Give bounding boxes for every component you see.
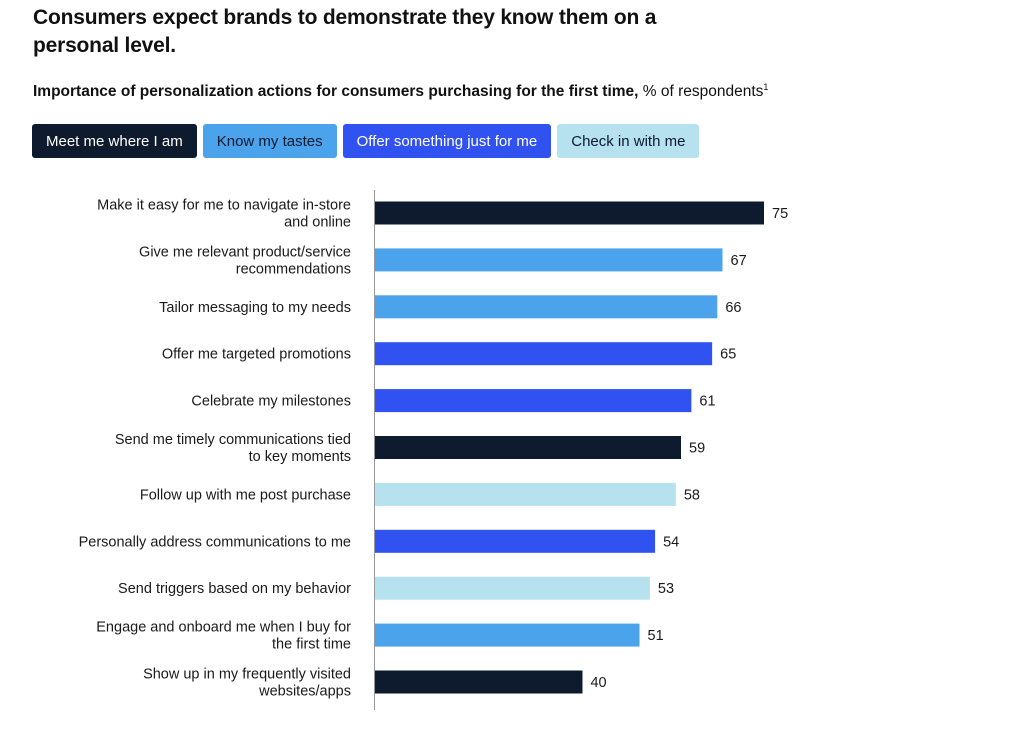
legend-button-meet-me-where-i-am[interactable]: Meet me where I am xyxy=(32,124,197,158)
legend-button-check-in-with-me[interactable]: Check in with me xyxy=(557,124,700,158)
category-label: Engage and onboard me when I buy for xyxy=(96,620,351,636)
legend-button-know-my-tastes[interactable]: Know my tastes xyxy=(202,124,337,158)
category-label: and online xyxy=(284,215,351,231)
category-label: websites/apps xyxy=(258,684,351,700)
category-label: Celebrate my milestones xyxy=(191,394,351,410)
category-label: Send triggers based on my behavior xyxy=(118,581,351,597)
bar xyxy=(375,389,692,413)
bar xyxy=(375,248,723,272)
legend-filter-buttons: Meet me where I am Know my tastes Offer … xyxy=(32,124,705,158)
category-label: the first time xyxy=(272,637,351,653)
subtitle-unit: % of respondents xyxy=(638,83,764,101)
category-label: recommendations xyxy=(236,261,351,277)
bar xyxy=(375,342,713,366)
chart-subtitle: Importance of personalization actions fo… xyxy=(33,77,933,102)
data-label: 51 xyxy=(648,628,664,644)
data-label: 54 xyxy=(663,534,679,550)
bar xyxy=(375,529,656,553)
category-label: Show up in my frequently visited xyxy=(143,667,351,683)
category-label: Tailor messaging to my needs xyxy=(159,300,351,316)
data-label: 65 xyxy=(720,347,736,363)
data-label: 53 xyxy=(658,581,674,597)
category-label: Offer me targeted promotions xyxy=(162,347,351,363)
subtitle-bold: Importance of personalization actions fo… xyxy=(33,83,639,101)
footnote-marker: 1 xyxy=(763,82,769,92)
bar xyxy=(375,623,640,647)
bar xyxy=(375,436,682,459)
data-label: 61 xyxy=(699,394,715,410)
category-label: Personally address communications to me xyxy=(79,534,351,550)
bar xyxy=(375,576,650,600)
category-label: Follow up with me post purchase xyxy=(140,487,351,503)
category-label: to key moments xyxy=(249,449,351,465)
bar xyxy=(375,482,676,506)
data-label: 59 xyxy=(689,441,705,457)
data-label: 66 xyxy=(725,300,741,316)
bar xyxy=(375,670,583,694)
legend-button-offer-something-just-for-me[interactable]: Offer something just for me xyxy=(342,124,552,158)
bar xyxy=(375,201,764,225)
data-label: 75 xyxy=(772,206,788,222)
category-label: Give me relevant product/service xyxy=(139,244,351,260)
data-label: 67 xyxy=(731,253,747,269)
category-label: Make it easy for me to navigate in-store xyxy=(97,198,351,214)
data-label: 40 xyxy=(590,675,606,691)
data-label: 58 xyxy=(684,487,700,503)
headline: Consumers expect brands to demonstrate t… xyxy=(33,6,657,57)
bar xyxy=(375,295,718,319)
category-label: Send me timely communications tied xyxy=(115,432,351,448)
